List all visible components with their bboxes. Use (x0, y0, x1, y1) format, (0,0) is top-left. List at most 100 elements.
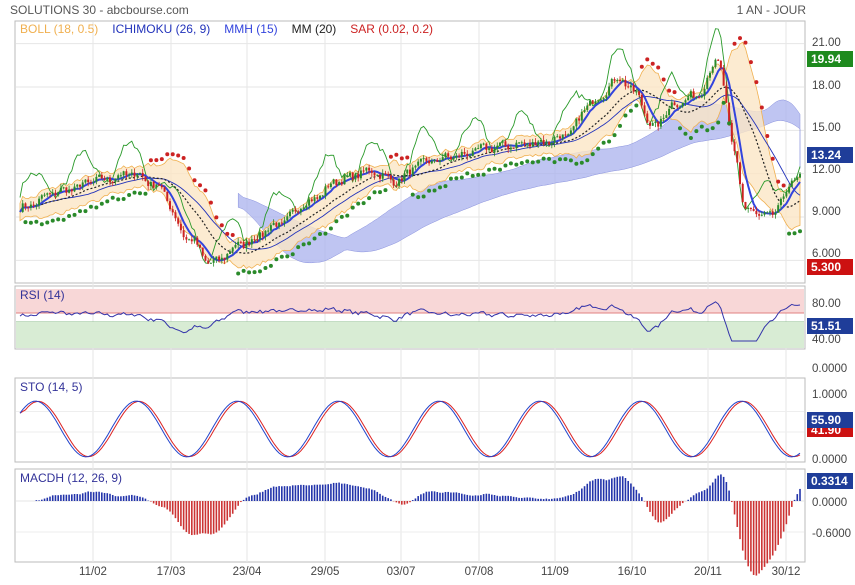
candle-body (237, 241, 240, 245)
candle-body (106, 177, 109, 180)
candle-body (278, 222, 281, 227)
sar-dot (296, 245, 301, 250)
candle-body (92, 181, 95, 183)
sar-dot (487, 167, 492, 172)
sar-dot (481, 172, 486, 177)
sto-badge-k: 55.90 (807, 412, 853, 428)
candle-body (529, 143, 531, 147)
candle-body (488, 148, 491, 150)
rsi-overbought-zone (16, 289, 804, 313)
candle-body (373, 172, 376, 176)
candle-body (139, 172, 141, 174)
sar-dot (781, 183, 786, 188)
sar-dot (361, 201, 366, 206)
svg-text:51.51: 51.51 (811, 319, 841, 333)
sar-dot (99, 201, 104, 206)
svg-text:13.24: 13.24 (811, 148, 841, 162)
sar-dot (312, 236, 317, 241)
sto-tick: 0.0000 (812, 454, 847, 466)
macd-tick: -0.6000 (812, 528, 851, 540)
candle-body (122, 171, 125, 176)
candle-body (447, 153, 450, 157)
candle-body (340, 182, 343, 185)
sar-dot (285, 254, 290, 259)
candle-body (425, 158, 428, 161)
price-tick: 9.000 (812, 206, 841, 218)
macd-y-axis: 0.0000 -0.6000 (812, 497, 851, 540)
sar-dot (345, 213, 350, 218)
candle-body (313, 197, 316, 202)
candle-body (730, 122, 733, 142)
candle-body (272, 222, 275, 226)
sar-dot (738, 36, 742, 41)
rsi-line (19, 301, 801, 342)
sto-tick: 1.0000 (812, 389, 847, 401)
candle-body (379, 174, 381, 179)
sar-dot (334, 219, 339, 224)
candle-body (294, 209, 297, 212)
sar-dot (672, 90, 677, 95)
candle-body (646, 113, 649, 123)
candle-body (417, 161, 420, 166)
candle-body (275, 222, 278, 227)
sto-panel (14, 377, 806, 463)
candle-body (38, 198, 41, 206)
candle-body (553, 136, 556, 143)
sar-dot (356, 201, 361, 206)
candle-body (256, 239, 259, 241)
sto-y-axis: 1.0000 0.0000 (812, 389, 847, 466)
rsi-y-axis: 80.00 40.00 0.0000 (812, 298, 847, 375)
candle-body (302, 207, 305, 209)
candle-body (291, 209, 294, 212)
candle-body (185, 237, 188, 240)
candle-body (766, 212, 769, 214)
candle-body (471, 150, 474, 157)
sar-dot (623, 113, 628, 118)
sar-dot (639, 64, 644, 69)
candle-body (207, 260, 210, 264)
candle-body (449, 156, 452, 160)
candle-body (430, 161, 433, 164)
price-panel (14, 20, 806, 284)
sar-dot (792, 231, 797, 236)
candle-body (458, 155, 461, 157)
candle-body (147, 181, 150, 186)
sar-dot (39, 222, 44, 227)
candle-body (73, 186, 76, 192)
candle-body (370, 170, 373, 173)
legend-mm: MM (20) (292, 22, 337, 36)
candle-body (299, 208, 302, 213)
candle-body (539, 139, 542, 142)
candle-body (455, 155, 458, 158)
sar-dot (394, 152, 399, 157)
sar-dot (721, 100, 726, 105)
candle-body (245, 241, 248, 248)
candle-body (739, 162, 741, 184)
candle-body (490, 148, 493, 153)
sar-dot (230, 232, 235, 237)
candle-body (218, 256, 221, 261)
candle-body (722, 67, 725, 86)
sar-dot (492, 166, 497, 171)
candle-body (493, 148, 496, 153)
sar-dot (716, 120, 721, 125)
candle-body (136, 173, 139, 177)
sar-dot (28, 220, 33, 225)
candle-body (201, 247, 204, 256)
candle-body (261, 232, 264, 237)
macd-tick: 0.0000 (812, 497, 847, 509)
candle-body (267, 230, 270, 232)
x-label: 23/04 (233, 566, 262, 578)
price-tick: 21.00 (812, 37, 841, 49)
candle-body (43, 194, 46, 196)
candle-body (469, 156, 471, 158)
candle-body (305, 205, 308, 208)
sar-dot (78, 209, 82, 214)
sar-dot (465, 171, 470, 176)
candle-body (627, 86, 630, 88)
sar-dot (710, 126, 715, 131)
candle-body (589, 100, 591, 106)
candle-body (799, 173, 801, 178)
candle-body (117, 175, 120, 179)
sar-dot (683, 131, 688, 136)
